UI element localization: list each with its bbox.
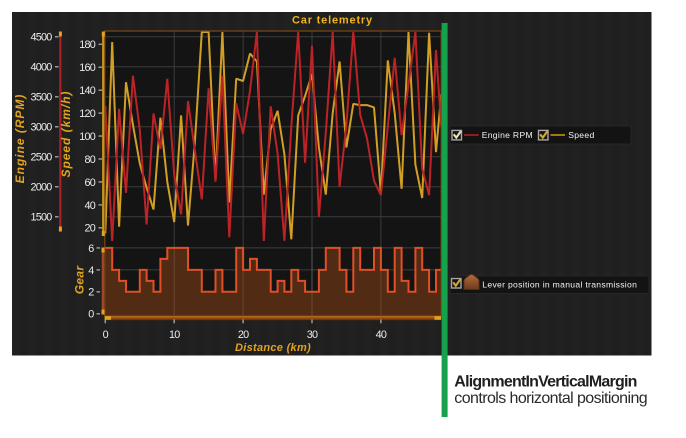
svg-text:120: 120 [79,108,96,120]
svg-text:6: 6 [88,243,94,255]
svg-text:4500: 4500 [30,32,52,44]
svg-text:Lever position in manual trans: Lever position in manual transmission [482,280,637,290]
svg-text:Engine RPM: Engine RPM [482,130,533,140]
svg-text:3000: 3000 [30,122,52,134]
svg-text:0: 0 [103,329,109,341]
svg-text:4: 4 [88,265,94,277]
svg-text:Car telemetry: Car telemetry [292,15,373,27]
svg-text:80: 80 [84,154,95,166]
svg-text:180: 180 [79,39,96,51]
svg-text:1500: 1500 [30,212,52,224]
svg-text:2: 2 [88,287,94,299]
svg-text:Speed: Speed [568,130,594,140]
svg-text:40: 40 [376,329,387,341]
svg-text:4000: 4000 [30,62,52,74]
svg-text:2000: 2000 [30,182,52,194]
svg-text:controls horizontal positionin: controls horizontal positioning [454,390,647,407]
svg-text:Distance (km): Distance (km) [235,342,311,354]
svg-text:0: 0 [88,309,94,321]
svg-text:100: 100 [79,131,96,143]
svg-text:30: 30 [307,329,318,341]
svg-text:60: 60 [84,177,95,189]
svg-text:20: 20 [238,329,249,341]
svg-text:3500: 3500 [30,92,52,104]
svg-text:AlignmentInVerticalMargin: AlignmentInVerticalMargin [454,373,636,390]
svg-text:Gear: Gear [73,265,87,295]
svg-text:20: 20 [84,223,95,235]
svg-text:Engine (RPM): Engine (RPM) [13,94,27,184]
svg-text:2500: 2500 [30,152,52,164]
svg-text:10: 10 [169,329,180,341]
svg-text:160: 160 [79,62,96,74]
svg-text:Speed (km/h): Speed (km/h) [59,91,73,178]
svg-text:40: 40 [84,200,95,212]
svg-text:140: 140 [79,85,96,97]
